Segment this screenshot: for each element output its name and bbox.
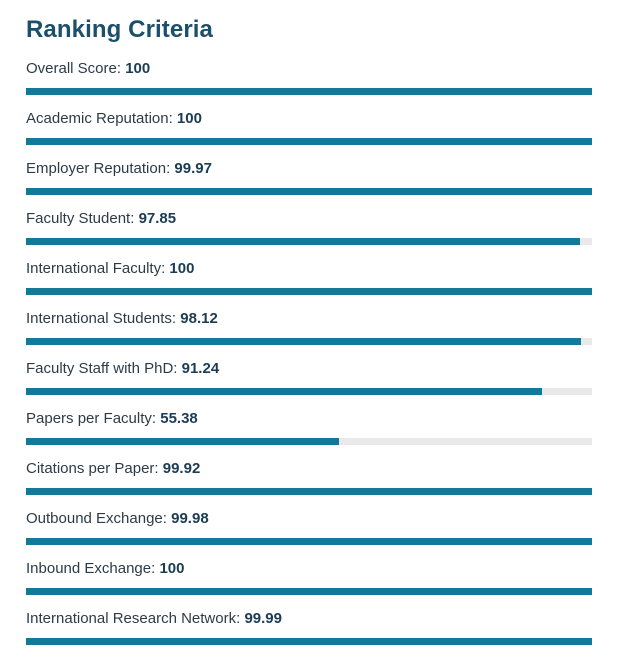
- criterion-value: 99.92: [162, 460, 201, 477]
- score-bar-track: [26, 488, 592, 495]
- score-bar-fill: [26, 438, 340, 445]
- criterion-label: Inbound Exchange:: [26, 560, 156, 577]
- criterion-international-faculty: International Faculty: 100: [26, 258, 592, 308]
- score-bar-track: [26, 338, 592, 345]
- criterion-academic-reputation: Academic Reputation: 100: [26, 108, 592, 158]
- criterion-label-line: Faculty Staff with PhD: 91.24: [26, 358, 592, 380]
- criterion-value: 99.99: [244, 610, 282, 627]
- criterion-citations-per-paper: Citations per Paper: 99.92: [26, 458, 592, 508]
- score-bar-fill: [26, 288, 592, 295]
- score-bar-track: [26, 288, 592, 295]
- score-bar-fill: [26, 138, 592, 145]
- score-bar-track: [26, 588, 592, 595]
- score-bar-fill: [26, 538, 592, 545]
- criterion-label-line: Outbound Exchange: 99.98: [26, 508, 592, 530]
- score-bar-track: [26, 388, 592, 395]
- criterion-faculty-student: Faculty Student: 97.85: [26, 208, 592, 258]
- score-bar-fill: [26, 238, 580, 245]
- score-bar-fill: [26, 488, 592, 495]
- criterion-value: 55.38: [160, 410, 198, 427]
- score-bar-fill: [26, 88, 592, 95]
- score-bar-track: [26, 238, 592, 245]
- criterion-label: Overall Score:: [26, 60, 122, 77]
- criterion-label-line: Citations per Paper: 99.92: [26, 458, 592, 480]
- score-bar-fill: [26, 638, 592, 645]
- score-bar-track: [26, 188, 592, 195]
- criterion-label-line: Employer Reputation: 99.97: [26, 158, 592, 180]
- criterion-value: 97.85: [138, 210, 177, 227]
- criterion-international-research-network: International Research Network: 99.99: [26, 608, 592, 658]
- criterion-papers-per-faculty: Papers per Faculty: 55.38: [26, 408, 592, 458]
- criterion-value: 100: [176, 110, 202, 127]
- section-title: Ranking Criteria: [26, 16, 213, 43]
- criterion-employer-reputation: Employer Reputation: 99.97: [26, 158, 592, 208]
- criterion-overall-score: Overall Score: 100: [26, 58, 592, 108]
- criterion-label-line: Faculty Student: 97.85: [26, 208, 592, 230]
- criterion-label: Academic Reputation:: [26, 110, 173, 127]
- criterion-value: 100: [169, 260, 195, 277]
- criterion-outbound-exchange: Outbound Exchange: 99.98: [26, 508, 592, 558]
- score-bar-track: [26, 138, 592, 145]
- score-bar-fill: [26, 388, 543, 395]
- criterion-value: 100: [159, 560, 185, 577]
- criterion-label-line: International Research Network: 99.99: [26, 608, 592, 630]
- score-bar-fill: [26, 588, 592, 595]
- criterion-label: Citations per Paper:: [26, 460, 159, 477]
- criterion-value: 91.24: [181, 360, 220, 377]
- score-bar-fill: [26, 188, 592, 195]
- criterion-value: 100: [125, 60, 151, 77]
- criterion-value: 98.12: [180, 310, 218, 327]
- score-bar-track: [26, 88, 592, 95]
- criterion-label: International Faculty:: [26, 260, 166, 277]
- criterion-label-line: Inbound Exchange: 100: [26, 558, 592, 580]
- criterion-faculty-staff-phd: Faculty Staff with PhD: 91.24: [26, 358, 592, 408]
- criterion-label: International Students:: [26, 310, 177, 327]
- criterion-label: Employer Reputation:: [26, 160, 171, 177]
- score-bar-track: [26, 438, 592, 445]
- criterion-label-line: Overall Score: 100: [26, 58, 592, 80]
- criterion-international-students: International Students: 98.12: [26, 308, 592, 358]
- criterion-label-line: International Students: 98.12: [26, 308, 592, 330]
- criteria-list: Overall Score: 100 Academic Reputation: …: [26, 58, 592, 658]
- criterion-label: International Research Network:: [26, 610, 241, 627]
- criterion-value: 99.97: [174, 160, 212, 177]
- criterion-label: Outbound Exchange:: [26, 510, 167, 527]
- criterion-value: 99.98: [171, 510, 209, 527]
- criterion-label: Papers per Faculty:: [26, 410, 157, 427]
- criterion-label: Faculty Student:: [26, 210, 135, 227]
- criterion-inbound-exchange: Inbound Exchange: 100: [26, 558, 592, 608]
- criterion-label: Faculty Staff with PhD:: [26, 360, 178, 377]
- criterion-label-line: Papers per Faculty: 55.38: [26, 408, 592, 430]
- score-bar-track: [26, 638, 592, 645]
- criterion-label-line: International Faculty: 100: [26, 258, 592, 280]
- score-bar-track: [26, 538, 592, 545]
- score-bar-fill: [26, 338, 582, 345]
- criterion-label-line: Academic Reputation: 100: [26, 108, 592, 130]
